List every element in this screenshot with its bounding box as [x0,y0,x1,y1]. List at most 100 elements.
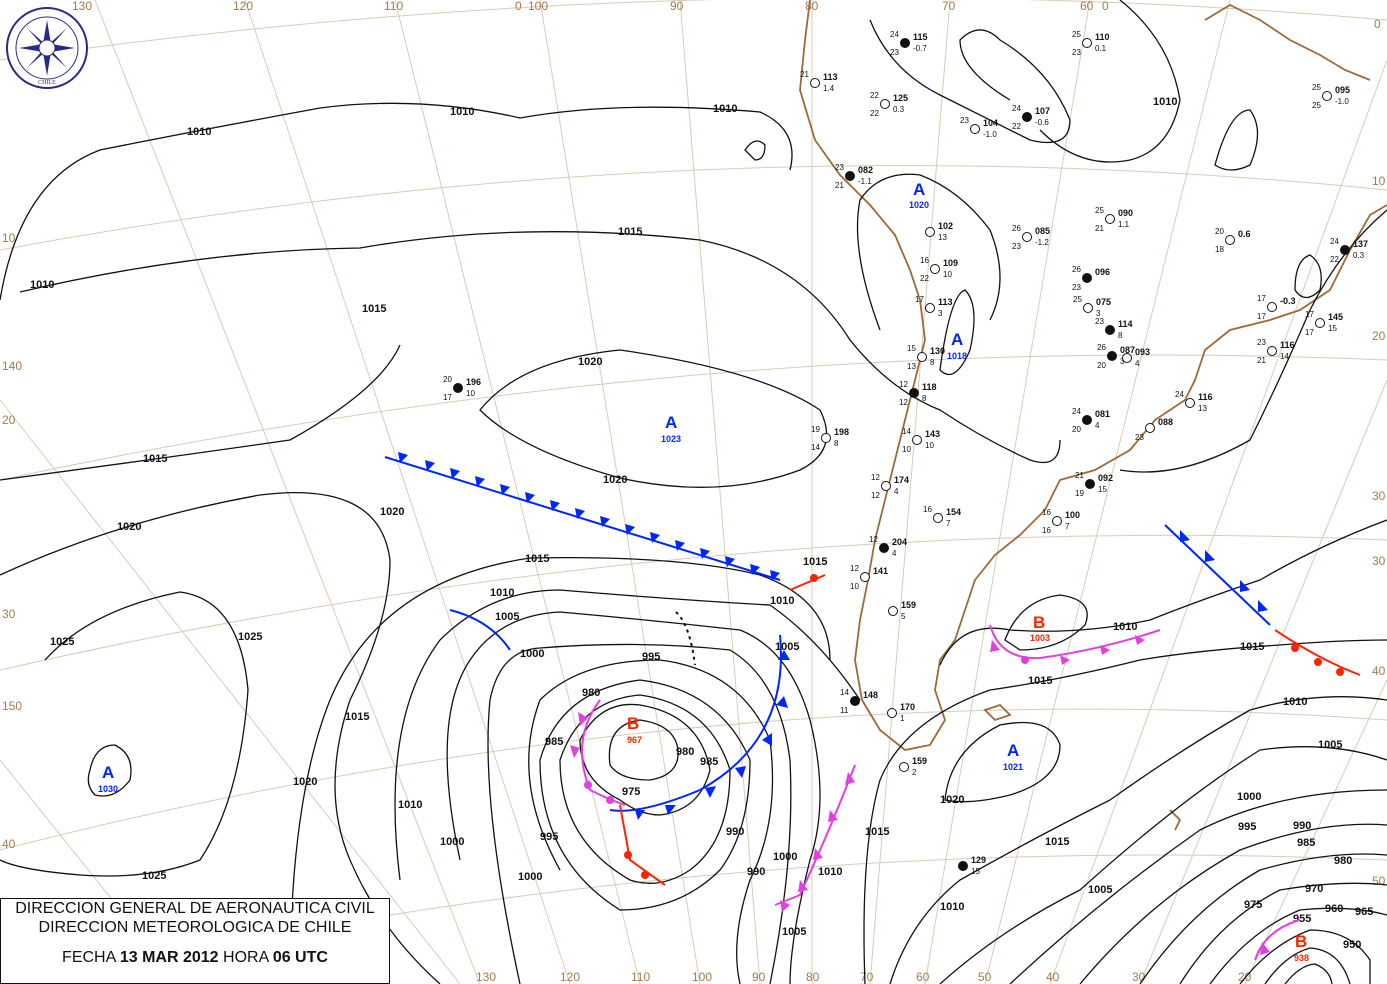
station-temperature: 23 [960,116,969,125]
station-id: 113 [823,72,838,82]
isobar-label: 975 [622,786,640,798]
station-tendency: 13 [1198,404,1207,413]
lon-label: 110 [631,970,650,984]
station-circle-icon [958,861,968,871]
station-id: 116 [1198,392,1213,402]
lon-label: 90 [670,0,684,13]
station-circle-icon [1145,423,1155,433]
station-dewpoint: 20 [1097,361,1106,370]
isobar-label: 1000 [520,648,544,660]
station-circle-icon [1022,232,1032,242]
station-temperature: 17 [1257,294,1266,303]
lon-label: 90 [752,970,766,984]
lat-label: 40 [1372,664,1386,678]
station-id: 110 [1095,32,1110,42]
high-center-letter: A [102,763,114,782]
high-center-value: 1023 [661,434,681,444]
occluded-front [989,624,1161,660]
station-tendency: 10 [466,389,475,398]
isobar-label: 980 [1334,855,1352,867]
station-temperature: 22 [870,91,879,100]
station-temperature: 26 [1097,343,1106,352]
station-tendency: 4 [1135,359,1140,368]
lon-label: 100 [692,970,712,984]
station-tendency: 8 [930,358,935,367]
station-id: 100 [1065,510,1080,520]
station-id: 088 [1158,417,1173,427]
station-circle-icon [970,124,980,134]
station-id: 075 [1096,297,1111,307]
station-id: 114 [1118,319,1133,329]
lon-label: 40 [1046,970,1060,984]
station-circle-icon [887,708,897,718]
station-circle-icon [810,78,820,88]
station-circle-icon [1052,516,1062,526]
station-id: 102 [938,221,953,231]
station-circle-icon [1315,318,1325,328]
station-id: 170 [900,702,915,712]
trough-line [675,611,696,666]
station-dewpoint: 17 [1305,328,1314,337]
isobar-label: 995 [642,651,660,663]
lat-label: 40 [2,837,16,851]
isobar-label: 1015 [1045,836,1069,848]
date-label: FECHA [62,949,116,966]
isobar-label: 995 [1238,821,1256,833]
station-dewpoint: 10 [850,582,859,591]
lon-label: 130 [72,0,92,13]
station-circle-icon [1107,351,1117,361]
lon-label: 50 [978,970,992,984]
station-circle-icon [845,171,855,181]
station-id: 093 [1135,347,1150,357]
station-circle-icon [821,433,831,443]
station-circle-icon [1225,235,1235,245]
station-tendency: 15 [1328,324,1337,333]
cold-front-triangles [635,650,790,820]
warm-front-semicircles [624,574,1344,879]
isobar-label: 1020 [603,474,627,486]
cold-front-triangles [398,452,780,581]
isobar-label: 1020 [578,356,602,368]
station-tendency: 4 [1095,421,1100,430]
station-id: 090 [1118,208,1133,218]
station-dewpoint: 25 [1312,101,1321,110]
station-circle-icon [1082,38,1092,48]
station-circle-icon [912,435,922,445]
station-temperature: 25 [1095,206,1104,215]
station-id: 125 [893,93,908,103]
lat-label: 30 [1372,554,1386,568]
lon-label: 80 [805,0,819,13]
station-id: 082 [858,165,873,175]
station-circle-icon [925,303,935,313]
station-id: 198 [834,427,849,437]
station-circle-icon [1122,353,1132,363]
station-id: 113 [938,297,953,307]
station-dewpoint: 23 [1135,433,1144,442]
isobar-label: 950 [1343,939,1361,951]
station-tendency: 0.3 [893,105,905,114]
station-tendency: -0.6 [1035,118,1049,127]
station-id: 085 [1035,226,1050,236]
isobar-label: 1020 [117,521,141,533]
isobar-label: 990 [1293,820,1311,832]
station-dewpoint: 11 [840,706,849,715]
isobar-label: 1010 [770,595,794,607]
lon-label: 100 [528,0,548,13]
station-dewpoint: 14 [811,443,820,452]
station-tendency: 1 [900,714,905,723]
hour-value: 06 UTC [272,949,328,966]
station-tendency: 15 [1098,485,1107,494]
station-circle-icon [1267,302,1277,312]
station-tendency: 3 [1120,357,1125,366]
cold-front [609,634,782,812]
isobar-label: 1010 [187,126,211,138]
station-circle-icon [880,99,890,109]
station-circle-icon [909,388,919,398]
high-center-value: 1030 [98,784,118,794]
station-id: 154 [946,507,961,517]
isobar-label: 1025 [142,870,166,882]
lat-label: 30 [2,607,16,621]
station-circle-icon [899,762,909,772]
station-circle-icon [1082,415,1092,425]
